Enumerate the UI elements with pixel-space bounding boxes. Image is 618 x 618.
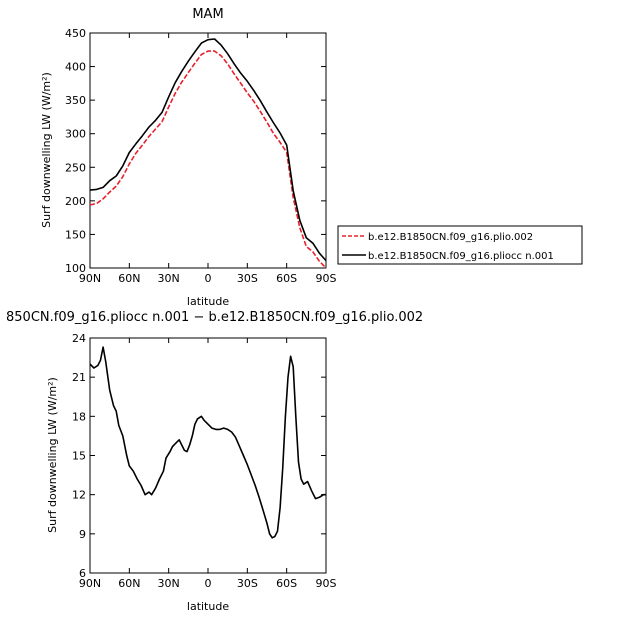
top-y-tick-label: 250 [65, 161, 86, 174]
top-y-tick-label: 150 [65, 228, 86, 241]
top-x-axis-label: latitude [187, 295, 229, 308]
top-x-tick-label: 30N [158, 272, 180, 285]
top-panel: MAM Surf downwelling LW (W/m²) latitude … [40, 7, 337, 308]
bottom-x-tick-label: 30N [158, 577, 180, 590]
bottom-series-line-0 [89, 346, 326, 539]
top-series-lines [89, 38, 327, 269]
bottom-y-tick-label: 6 [79, 567, 86, 580]
legend: b.e12.B1850CN.f09_g16.plio.002 b.e12.B18… [337, 225, 583, 265]
top-plot-frame [89, 32, 327, 269]
bottom-y-tick-label: 15 [72, 450, 86, 463]
bottom-series-lines [89, 346, 326, 539]
top-y-tick-label: 350 [65, 94, 86, 107]
top-axis-ticks: 90N 60N 30N 0 30S 60S 90S 100 150 200 250 300 350 400… [65, 27, 337, 285]
bottom-x-tick-label: 90S [316, 577, 337, 590]
top-series-line-1 [89, 38, 327, 262]
bottom-panel: 850CN.f09_g16.pliocc n.001 − b.e12.B1850… [6, 310, 423, 613]
bottom-plot-frame [89, 337, 327, 574]
top-title: MAM [192, 7, 223, 22]
bottom-y-tick-label: 9 [79, 528, 86, 541]
top-y-tick-label: 300 [65, 128, 86, 141]
bottom-y-axis-label: Surf downwelling LW (W/m²) [46, 377, 59, 533]
bottom-y-tick-label: 18 [72, 410, 86, 423]
top-x-tick-label: 30S [237, 272, 258, 285]
bottom-x-tick-label: 30S [237, 577, 258, 590]
top-y-tick-label: 100 [65, 262, 86, 275]
bottom-title: 850CN.f09_g16.pliocc n.001 − b.e12.B1850… [6, 310, 423, 325]
legend-label-pliocc n: b.e12.B1850CN.f09_g16.pliocc n.001 [368, 251, 554, 262]
top-y-tick-label: 400 [65, 61, 86, 74]
top-x-tick-label: 90S [316, 272, 337, 285]
bottom-x-tick-label: 60S [276, 577, 297, 590]
legend-box [337, 225, 583, 265]
bottom-axis-ticks: 90N 60N 30N 0 30S 60S 90S 6 9 12 15 18 21 24 [72, 332, 337, 590]
top-x-tick-label: 60S [276, 272, 297, 285]
legend-label-plio: b.e12.B1850CN.f09_g16.plio.002 [368, 232, 533, 243]
top-y-tick-label: 450 [65, 27, 86, 40]
top-series-line-0 [89, 50, 327, 269]
top-x-tick-label: 60N [118, 272, 140, 285]
bottom-x-tick-label: 60N [118, 577, 140, 590]
bottom-x-tick-label: 0 [205, 577, 212, 590]
top-x-tick-label: 0 [205, 272, 212, 285]
bottom-x-tick-label: 90N [79, 577, 101, 590]
top-x-tick-label: 90N [79, 272, 101, 285]
top-y-axis-label: Surf downwelling LW (W/m²) [40, 72, 53, 228]
bottom-y-tick-label: 24 [72, 332, 86, 345]
bottom-y-tick-label: 12 [72, 489, 86, 502]
bottom-y-tick-label: 21 [72, 371, 86, 384]
bottom-x-axis-label: latitude [187, 600, 229, 613]
top-y-tick-label: 200 [65, 195, 86, 208]
